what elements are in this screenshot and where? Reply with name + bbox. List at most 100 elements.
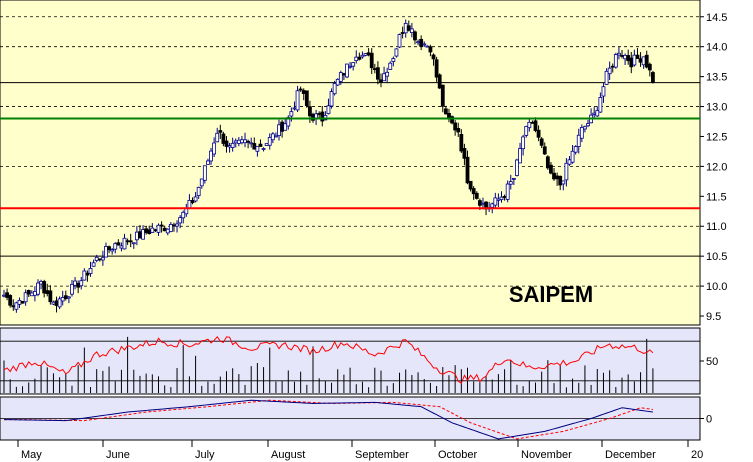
candle-body xyxy=(11,305,16,308)
candle-body xyxy=(162,227,167,232)
candle-body xyxy=(422,43,427,46)
x-tick-label: May xyxy=(21,449,42,461)
x-tick-label: September xyxy=(355,449,409,461)
candle-body xyxy=(326,105,331,115)
x-tick-label: October xyxy=(438,449,477,461)
candle-body xyxy=(107,246,111,251)
candle-body xyxy=(227,145,232,148)
candle-body xyxy=(17,299,22,305)
rsi-volume-panel: 50 xyxy=(0,336,718,393)
candle-body xyxy=(141,229,145,240)
candle-body xyxy=(51,301,56,305)
y-tick-label: 14.0 xyxy=(706,42,727,54)
candle-body xyxy=(419,38,424,47)
candle-body xyxy=(221,133,226,144)
candle-body xyxy=(212,142,217,155)
candle-body xyxy=(119,245,124,249)
candle-body xyxy=(391,58,396,62)
candle-body xyxy=(592,112,597,115)
candle-body xyxy=(416,41,420,44)
candle-body xyxy=(641,56,646,66)
candle-body xyxy=(267,137,272,146)
candle-body xyxy=(471,188,476,195)
candle-body xyxy=(156,224,161,233)
candle-body xyxy=(270,133,275,141)
candle-body xyxy=(366,52,371,56)
candle-body xyxy=(224,140,229,147)
candle-body xyxy=(73,280,77,286)
candle-body xyxy=(508,181,513,185)
candle-body xyxy=(42,281,47,294)
candle-body xyxy=(397,34,402,48)
candle-body xyxy=(66,296,71,299)
candle-body xyxy=(598,97,603,113)
y-tick-label: 11.0 xyxy=(706,221,727,233)
candle-body xyxy=(159,224,164,227)
candle-body xyxy=(607,67,612,75)
candle-body xyxy=(206,160,210,165)
candle-body xyxy=(527,121,532,129)
candle-body xyxy=(165,228,170,234)
candle-body xyxy=(511,177,516,180)
price-panel-background xyxy=(0,0,701,326)
candle-body xyxy=(54,300,59,306)
candle-body xyxy=(304,90,309,106)
candle-body xyxy=(474,192,479,199)
candle-body xyxy=(122,237,127,250)
candle-body xyxy=(91,262,96,267)
rsi-line xyxy=(3,336,654,385)
candle-body xyxy=(338,72,343,82)
candle-body xyxy=(2,294,6,297)
candle-body xyxy=(579,127,584,139)
candle-body xyxy=(36,282,40,295)
x-tick-label: 20 xyxy=(691,449,703,461)
candle-body xyxy=(369,52,374,69)
candle-body xyxy=(595,110,600,117)
candle-body xyxy=(524,126,529,136)
candle-body xyxy=(39,281,43,285)
candle-body xyxy=(128,240,133,243)
candle-body xyxy=(521,136,526,150)
candle-body xyxy=(258,143,263,147)
y-tick-label: 12.5 xyxy=(706,131,727,143)
time-x-axis: May June July August September October Novembe… xyxy=(0,439,703,461)
x-tick-label: July xyxy=(195,449,215,461)
candle-body xyxy=(623,54,627,60)
candle-body xyxy=(403,22,408,34)
candle-body xyxy=(57,298,62,308)
candles xyxy=(2,19,655,313)
candle-body xyxy=(29,292,34,297)
candle-body xyxy=(79,280,84,287)
candle-body xyxy=(5,292,9,298)
candle-body xyxy=(468,180,473,190)
candle-body xyxy=(385,71,390,77)
candle-body xyxy=(354,56,359,62)
candle-body xyxy=(317,113,322,115)
macd-line xyxy=(3,399,653,440)
candle-body xyxy=(626,55,631,62)
candle-body xyxy=(406,25,411,31)
candle-body xyxy=(573,146,578,153)
candle-body xyxy=(604,70,609,85)
y-tick-label: 9.5 xyxy=(706,311,721,323)
candle-body xyxy=(23,292,28,303)
candle-body xyxy=(644,54,649,68)
candle-body xyxy=(100,257,105,261)
candle-body xyxy=(277,124,281,137)
level-lines xyxy=(0,117,700,210)
candle-body xyxy=(382,73,386,82)
candle-body xyxy=(60,297,65,302)
rsi-tick-label: 50 xyxy=(706,356,718,368)
candle-body xyxy=(240,139,244,144)
y-tick-label: 13.5 xyxy=(706,72,727,84)
candle-body xyxy=(33,291,37,296)
candle-body xyxy=(465,156,470,184)
candle-body xyxy=(576,134,581,147)
candle-body xyxy=(638,58,643,63)
macd-tick-label: 0 xyxy=(706,414,712,426)
candle-body xyxy=(88,268,93,274)
candle-body xyxy=(617,52,621,56)
y-tick-label: 10.5 xyxy=(706,251,727,263)
